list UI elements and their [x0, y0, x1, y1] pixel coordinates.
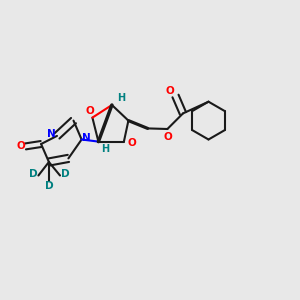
Text: D: D	[45, 181, 53, 191]
Text: O: O	[166, 86, 175, 97]
Text: N: N	[82, 133, 91, 143]
Text: D: D	[29, 169, 37, 179]
Text: O: O	[16, 141, 26, 152]
Text: H: H	[101, 144, 109, 154]
Text: H: H	[117, 93, 125, 103]
Text: O: O	[127, 138, 136, 148]
Text: D: D	[61, 169, 70, 179]
Text: N: N	[46, 129, 56, 140]
Text: O: O	[85, 106, 94, 116]
Text: O: O	[164, 131, 172, 142]
